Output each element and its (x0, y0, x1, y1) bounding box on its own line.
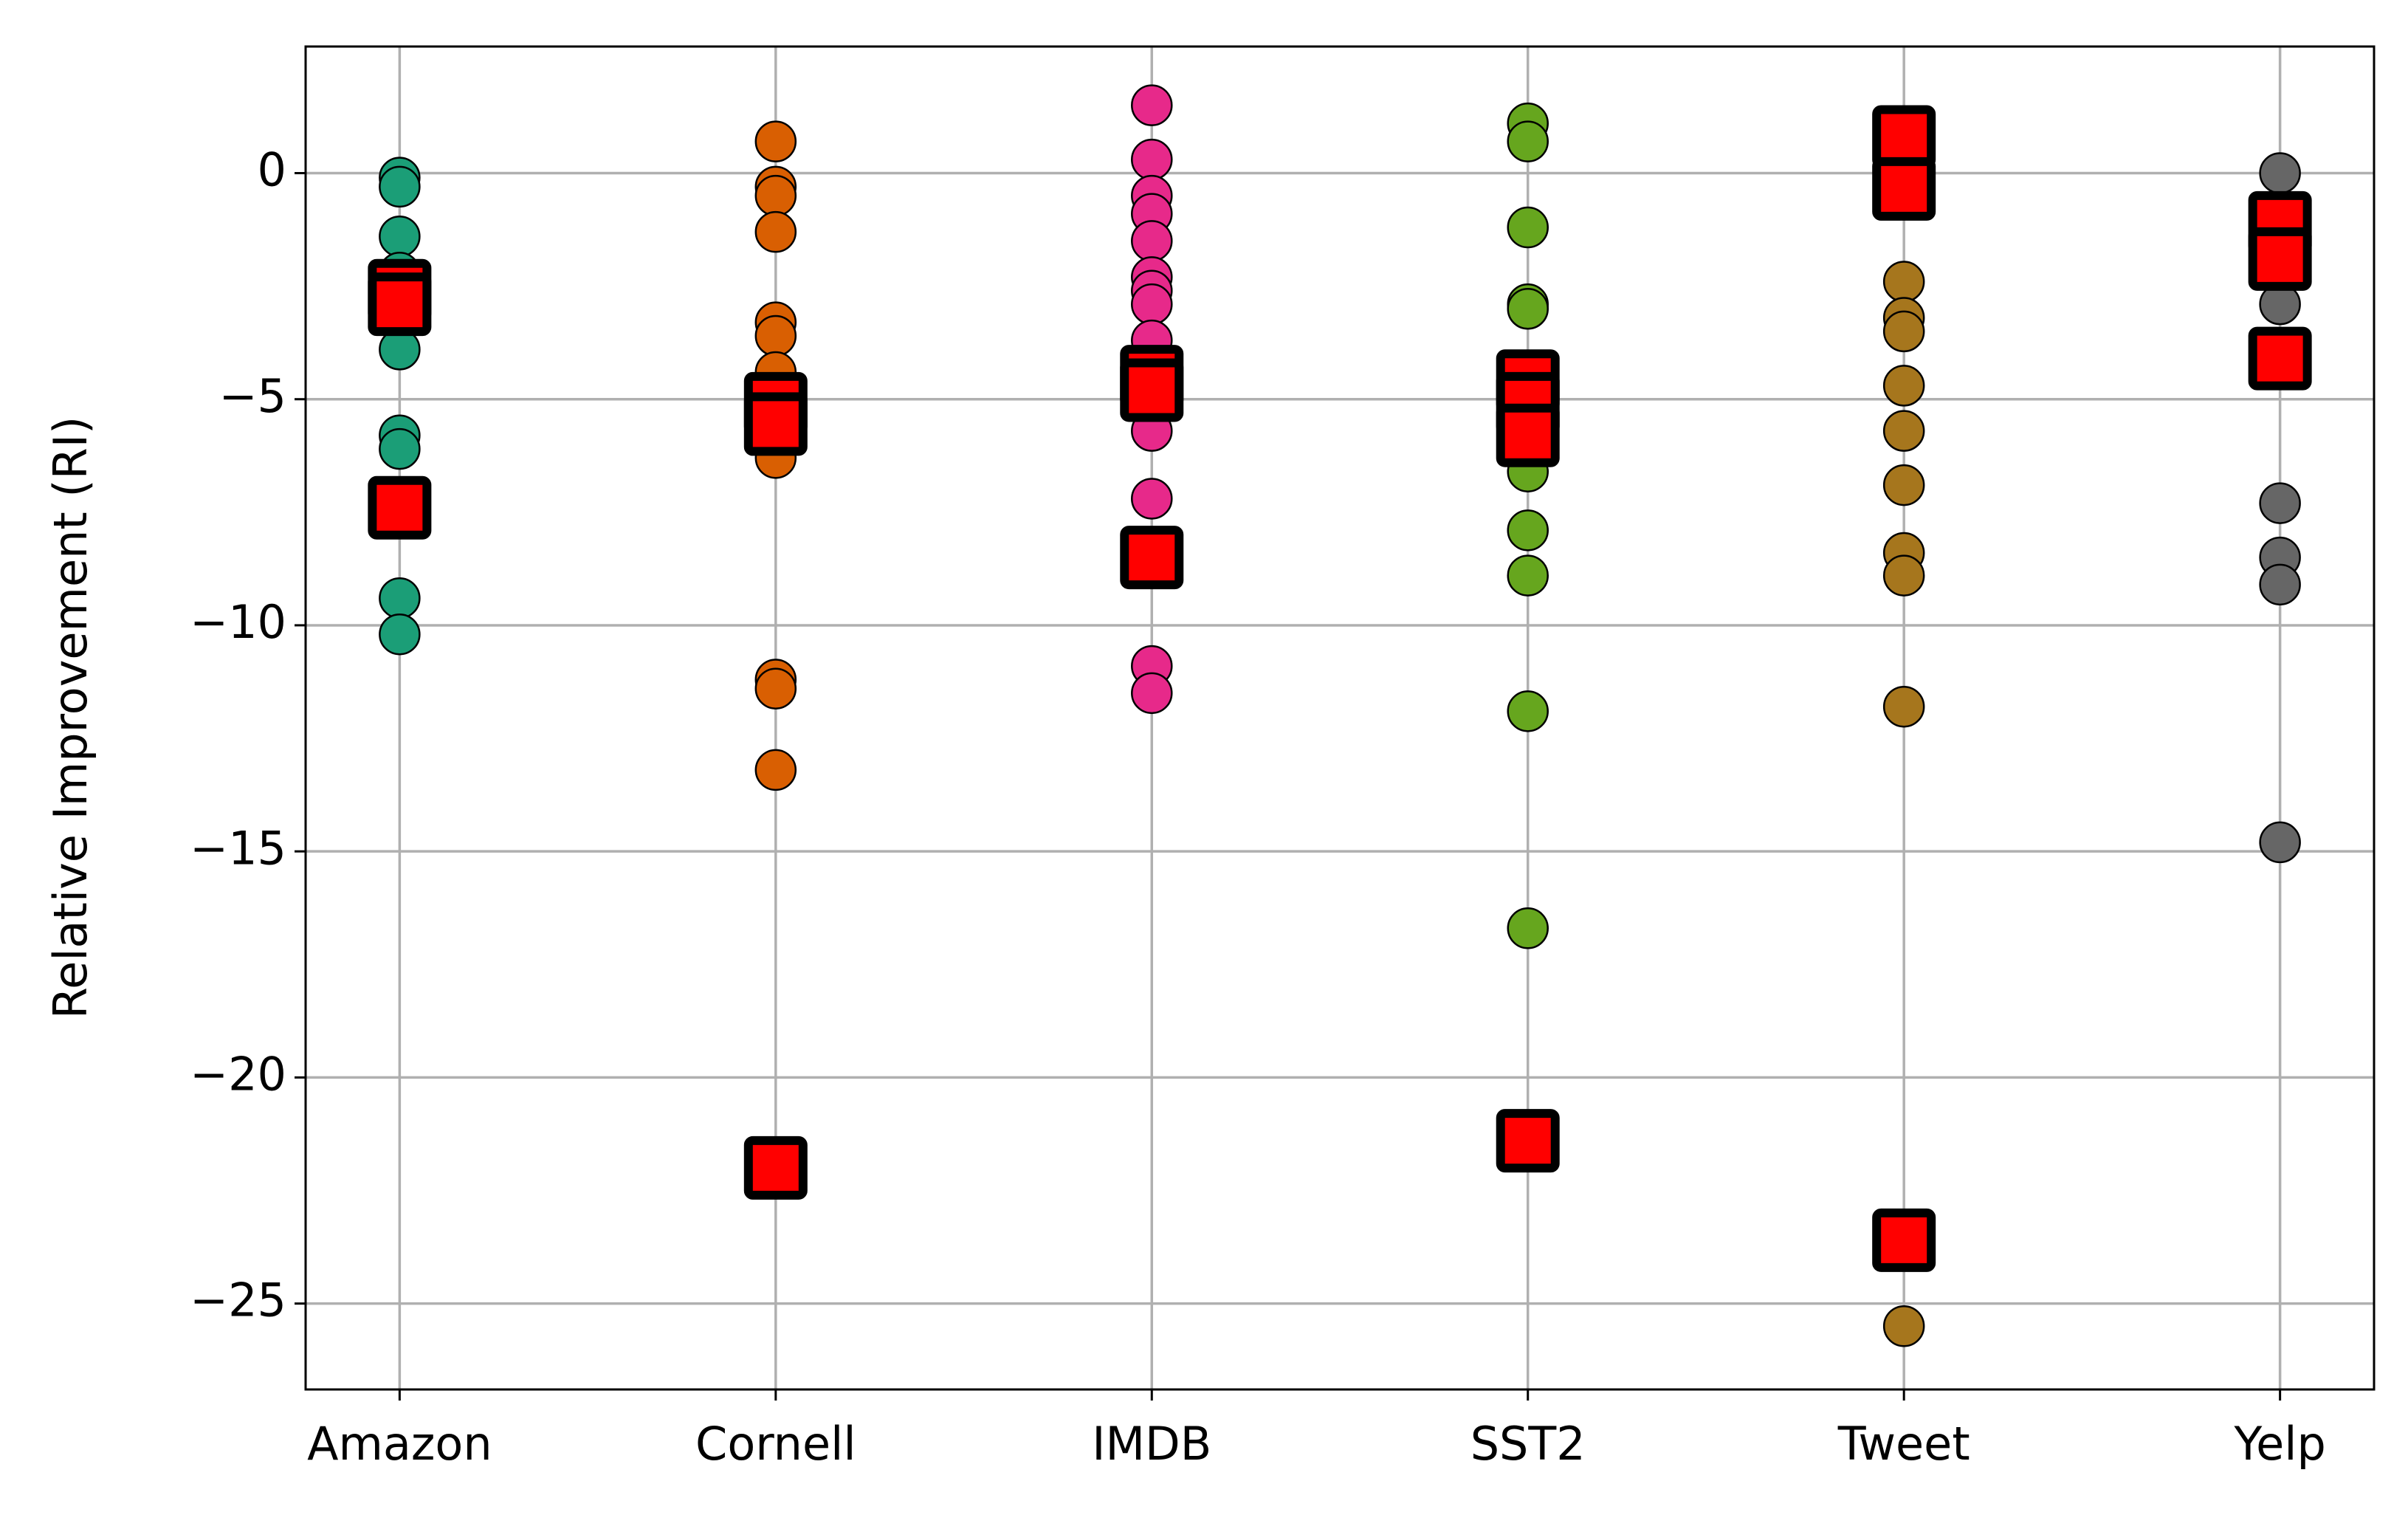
highlight-point (743, 1135, 808, 1200)
point (754, 749, 797, 791)
point (1507, 907, 1549, 949)
highlight-point (1496, 403, 1560, 467)
y-tick-label: −15 (190, 821, 286, 875)
point (1507, 206, 1549, 249)
highlight-point (1120, 358, 1184, 422)
highlight-point (1120, 526, 1184, 590)
point (1882, 554, 1925, 597)
x-tick-label: SST2 (1470, 1417, 1586, 1471)
highlight-point (1496, 1109, 1560, 1173)
point (379, 215, 421, 258)
point (1131, 220, 1173, 262)
point (2259, 152, 2301, 194)
y-tick-label: −10 (190, 595, 286, 649)
point (379, 613, 421, 656)
point (754, 667, 797, 709)
point (754, 210, 797, 253)
x-tick-label: Yelp (2233, 1417, 2325, 1471)
point (1507, 554, 1549, 597)
point (754, 174, 797, 217)
point (1882, 464, 1925, 506)
x-tick-label: Amazon (307, 1417, 492, 1471)
highlight-point (1872, 105, 1936, 169)
point (1507, 120, 1549, 162)
highlight-point (1872, 1208, 1936, 1272)
point (754, 315, 797, 357)
highlight-point (1872, 157, 1936, 221)
y-tick-label: 0 (258, 143, 286, 197)
point (1882, 365, 1925, 407)
highlight-point (368, 475, 432, 540)
highlight-point (743, 392, 808, 456)
point (379, 427, 421, 470)
plot-frame (304, 45, 2376, 1391)
y-tick-label: −25 (190, 1274, 286, 1327)
point (2259, 821, 2301, 864)
point (1507, 690, 1549, 732)
point (379, 165, 421, 208)
point (1507, 287, 1549, 330)
point (2259, 563, 2301, 606)
y-tick-label: −5 (219, 369, 286, 423)
point (1882, 310, 1925, 353)
y-axis-label: Relative Improvement (RI) (44, 416, 97, 1019)
y-tick-label: −20 (190, 1047, 286, 1101)
point (1507, 509, 1549, 552)
point (1131, 283, 1173, 326)
x-tick-label: IMDB (1092, 1417, 1211, 1471)
point (1131, 672, 1173, 715)
point (1131, 478, 1173, 520)
highlight-point (2248, 326, 2312, 391)
point (1882, 1305, 1925, 1347)
point (754, 120, 797, 162)
point (1131, 138, 1173, 181)
point (1882, 410, 1925, 452)
point (1882, 685, 1925, 728)
point (1131, 84, 1173, 126)
highlight-point (2248, 227, 2312, 291)
x-tick-label: Cornell (695, 1417, 856, 1471)
highlight-point (368, 272, 432, 337)
point (379, 577, 421, 619)
point (2259, 482, 2301, 524)
x-tick-label: Tweet (1837, 1417, 1970, 1471)
point (1882, 261, 1925, 303)
